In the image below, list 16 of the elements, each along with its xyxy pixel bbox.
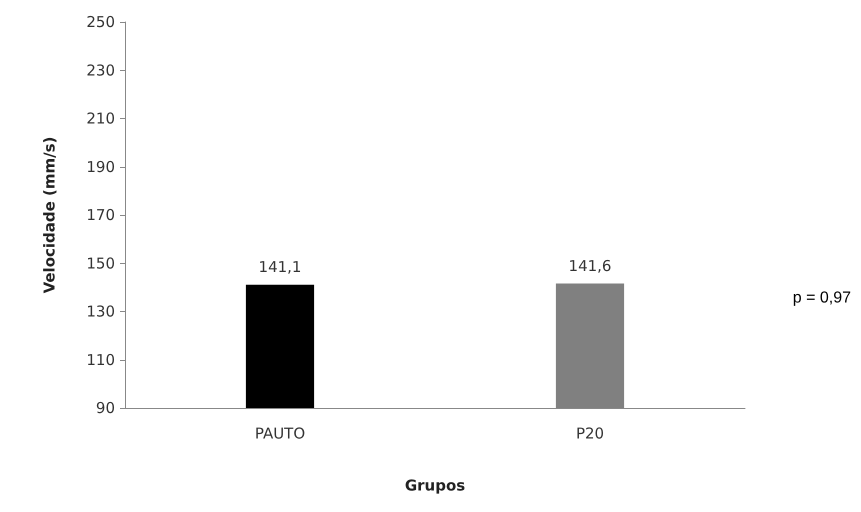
- y-tick-label: 210: [86, 110, 115, 128]
- y-axis-title: Velocidade (mm/s): [40, 136, 58, 294]
- data-label: 141,1: [258, 258, 302, 276]
- x-axis-title: Grupos: [404, 476, 466, 494]
- y-tick-label: 130: [86, 302, 115, 320]
- y-tick-label: 230: [86, 61, 115, 80]
- x-tick-label: PAUTO: [254, 424, 306, 442]
- y-tick-label: 110: [86, 350, 115, 369]
- y-tick-label: 250: [86, 13, 115, 31]
- y-tick-label: 170: [86, 206, 115, 224]
- y-tick-label: 150: [86, 254, 115, 272]
- text: p = 0,97: [792, 290, 852, 306]
- data-label: 141,6: [568, 257, 612, 276]
- y-tick-label: 190: [86, 158, 115, 176]
- x-tick-label: P20: [576, 424, 604, 442]
- y-tick-label: 90: [96, 399, 115, 417]
